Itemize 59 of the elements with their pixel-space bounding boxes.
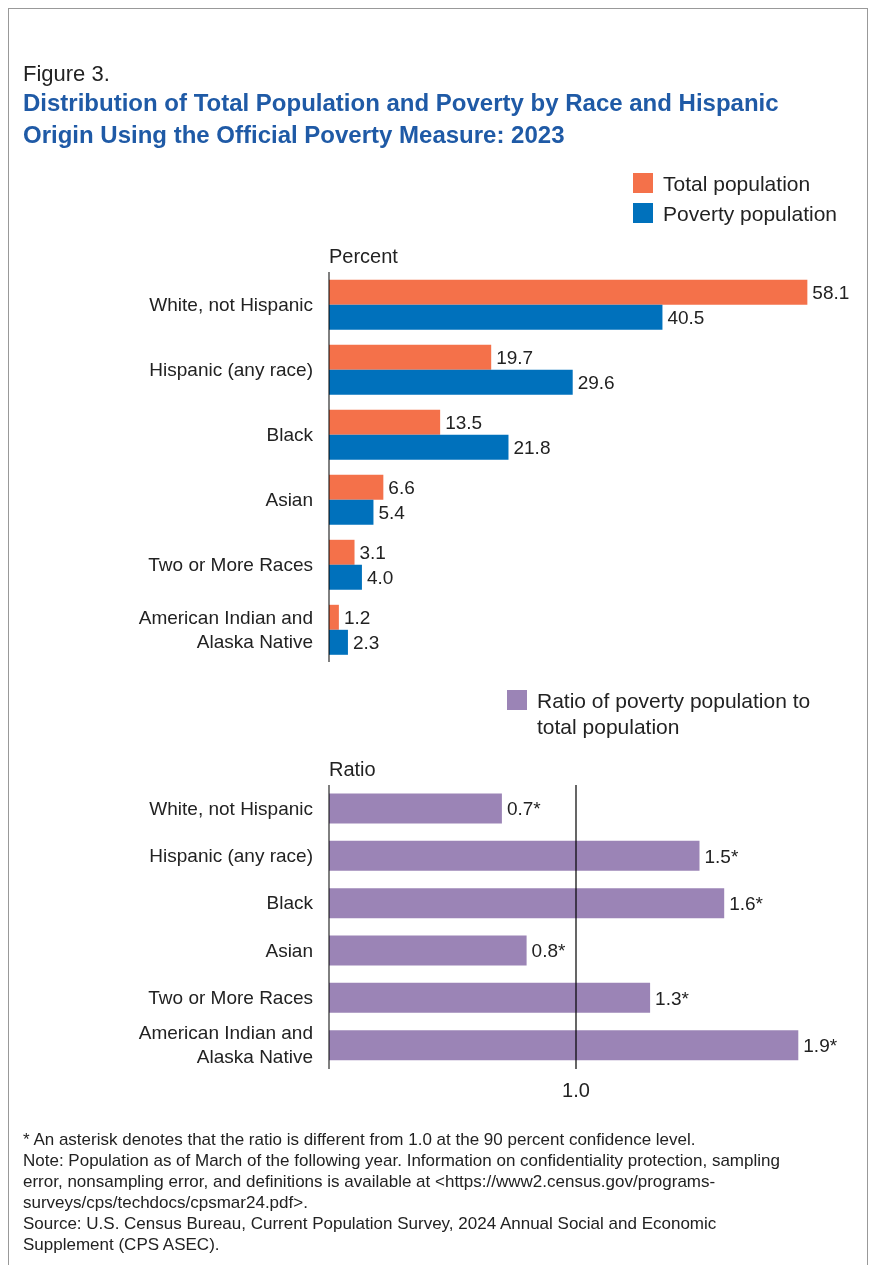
bar (329, 474, 384, 500)
data-label: 1.3* (655, 987, 690, 1009)
bar (329, 564, 362, 590)
bar (329, 369, 573, 395)
legend-label: Total population (663, 172, 811, 195)
data-label: 1.9* (803, 1034, 838, 1056)
y-tick-label: Hispanic (any race) (149, 845, 313, 866)
bar (329, 604, 339, 630)
data-label: 19.7 (496, 347, 534, 369)
source-note: Source: U.S. Census Bureau, Current Population Survey, 2024 Annual Social and Economic Supplement (CPS ASEC). (23, 1214, 717, 1254)
data-label: 13.5 (445, 412, 483, 434)
chart-title: Distribution of Total Population and Poverty by Race and Hispanic Origin Using the Official Poverty Measure: 2023 (23, 89, 779, 148)
data-label: 3.1 (359, 542, 386, 564)
y-tick-label: American Indian and Alaska Native (138, 606, 313, 652)
data-label: 1.6* (729, 892, 764, 914)
bar (329, 935, 527, 966)
text: Figure 3. (23, 61, 110, 86)
data-label: 1.2 (343, 607, 371, 629)
y-tick-label: American Indian and Alaska Native (138, 1022, 313, 1068)
y-tick-label: Asian (265, 939, 313, 961)
x-axis-title: Percent (329, 245, 398, 267)
bar (329, 304, 663, 330)
bar (329, 279, 808, 305)
bar (329, 888, 725, 919)
ref-line-label: 1.0 (562, 1079, 590, 1102)
y-tick-label: Asian (265, 488, 313, 510)
bar (329, 793, 502, 824)
y-tick-label: Hispanic (any race) (149, 358, 313, 380)
y-tick-label: Black (266, 423, 314, 445)
legend-label: Ratio of poverty population to total population (537, 689, 811, 738)
bar (329, 499, 374, 525)
bar (329, 840, 700, 871)
y-tick-label: Black (266, 892, 314, 914)
data-label: 2.3 (352, 632, 380, 654)
x-axis-title: Ratio (329, 758, 376, 780)
data-label: 0.7* (506, 798, 542, 820)
bar (329, 1030, 799, 1061)
data-label: 1.5* (704, 845, 739, 867)
text: * An asterisk denotes that the ratio is different from 1.0 at the 90 percent confidence level. (23, 1130, 696, 1149)
bar (329, 629, 348, 655)
data-label: 29.6 (577, 372, 615, 394)
bar (329, 434, 509, 460)
bar (329, 982, 651, 1013)
data-label: 0.8* (531, 940, 567, 962)
data-label: 40.5 (667, 307, 705, 329)
legend-label: Poverty population (663, 202, 837, 225)
bar (329, 409, 441, 435)
data-label: 5.4 (378, 502, 406, 524)
bar (329, 344, 492, 370)
y-tick-label: Two or More Races (148, 553, 313, 575)
data-label: 4.0 (366, 567, 394, 589)
y-tick-label: Two or More Races (148, 987, 313, 1008)
bar (329, 539, 355, 565)
text: Note: Population as of March of the following year. Information on confidentiality protection, sampling error, nonsampling error, and definitions is available at <https://www2.census.gov/programs-surveys/cps/techdocs/cpsmar24.pdf>. (23, 1151, 780, 1212)
data-label: 6.6 (388, 477, 415, 499)
data-label: 58.1 (812, 282, 850, 304)
y-tick-label: White, not Hispanic (149, 797, 313, 819)
data-label: 21.8 (513, 437, 551, 459)
y-tick-label: White, not Hispanic (149, 293, 313, 315)
